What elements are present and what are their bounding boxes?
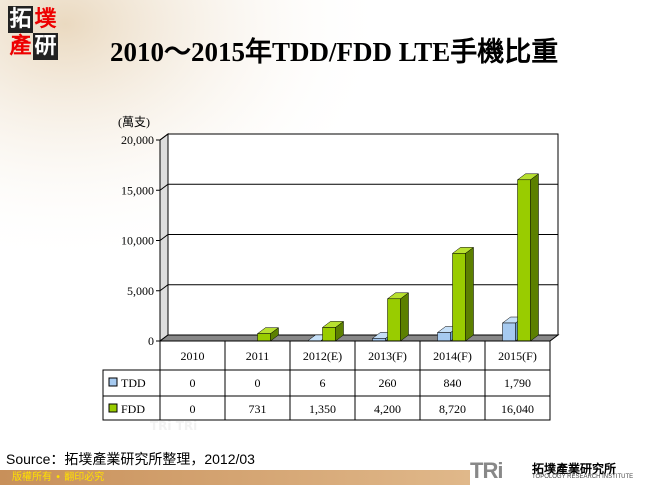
table-body <box>102 369 551 421</box>
category-label: 2010 <box>181 349 205 363</box>
brand-logo: TRi 拓墣產業研究所 TOPOLOGY RESEARCH INSTITUTE <box>470 458 634 483</box>
gridline <box>159 133 558 141</box>
data-label: 0 <box>190 376 196 390</box>
y-tick-label: 15,000 <box>121 183 154 197</box>
y-tick-label: 0 <box>148 334 154 348</box>
bar-tdd <box>437 332 451 342</box>
category-label: 2015(F) <box>498 349 537 363</box>
bar-fdd <box>452 253 466 342</box>
data-label: 16,040 <box>501 402 534 416</box>
category-label: 2011 <box>246 349 270 363</box>
page-title: 2010～2015年TDD/FDD LTE手機比重 <box>110 37 559 67</box>
bar-fdd-side <box>400 292 409 342</box>
y-tick-label: 5,000 <box>127 284 154 298</box>
bar-fdd-side <box>465 246 474 342</box>
bar-tdd <box>502 322 516 342</box>
logo: 拓墣產研 <box>8 6 58 60</box>
y-tick-label: 10,000 <box>121 234 154 248</box>
gridline <box>159 183 558 191</box>
data-label: 1,350 <box>309 402 336 416</box>
data-label: 0 <box>190 402 196 416</box>
data-label: 731 <box>249 402 267 416</box>
legend-label: TDD <box>121 376 146 390</box>
gridline <box>159 284 558 292</box>
bar-fdd-side <box>530 173 539 342</box>
data-label: 1,790 <box>504 376 531 390</box>
data-label: 260 <box>379 376 397 390</box>
bar-fdd <box>387 298 401 342</box>
category-label: 2013(F) <box>368 349 407 363</box>
copyright-footer: 版權所有 • 翻印必究 <box>0 470 470 485</box>
category-label: 2014(F) <box>433 349 472 363</box>
bar-fdd <box>517 179 531 342</box>
plot-floor <box>158 334 560 342</box>
gridline <box>159 234 558 241</box>
data-label: 840 <box>444 376 462 390</box>
y-tick-label: 20,000 <box>121 133 154 147</box>
bar-fdd <box>322 327 336 342</box>
legend-swatch-tdd <box>108 377 118 387</box>
category-label: 2012(E) <box>303 349 342 363</box>
legend-swatch-fdd <box>108 403 118 413</box>
data-label: 0 <box>255 376 261 390</box>
data-label: 8,720 <box>439 402 466 416</box>
legend-label: FDD <box>121 402 145 416</box>
bar-fdd <box>257 333 271 342</box>
unit-label: (萬支) <box>118 115 150 129</box>
svg-text:TRi TRi: TRi TRi <box>150 419 197 433</box>
data-label: 6 <box>320 376 326 390</box>
source-note: Source：拓墣產業研究所整理，2012/03 <box>6 451 255 467</box>
data-label: 4,200 <box>374 402 401 416</box>
